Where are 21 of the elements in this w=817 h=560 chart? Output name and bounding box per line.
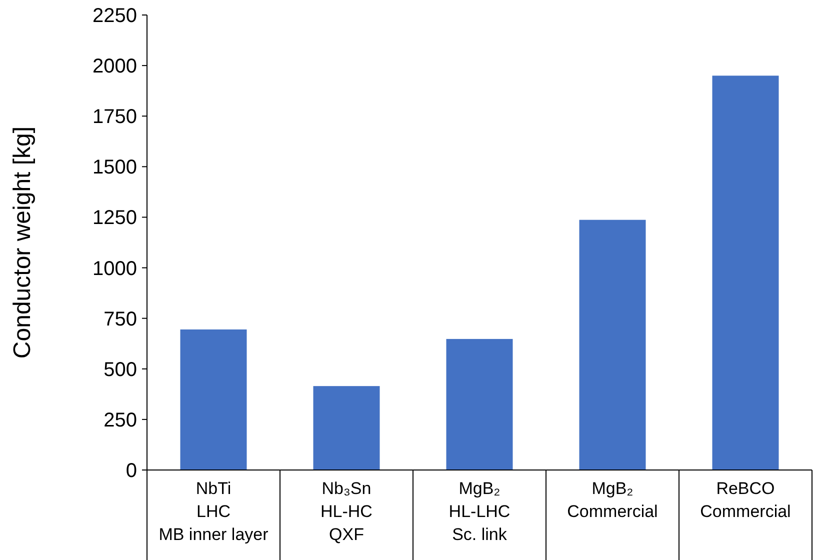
y-tick-label: 2000 xyxy=(92,56,137,78)
y-tick-label: 1500 xyxy=(92,156,137,179)
bar xyxy=(313,386,380,470)
x-tick-label: MgB₂ Commercial xyxy=(567,479,658,521)
bar xyxy=(446,338,513,470)
y-tick-label: 250 xyxy=(104,409,137,432)
y-tick-label: 500 xyxy=(104,358,137,381)
x-tick-label: Nb₃Sn HL-HC QXF xyxy=(320,479,372,544)
x-tick-label: MgB₂ HL-LHC Sc. link xyxy=(448,479,510,544)
bar xyxy=(180,329,247,470)
bar xyxy=(712,76,779,470)
y-axis-title: Conductor weight [kg] xyxy=(9,126,36,359)
y-tick-label: 750 xyxy=(104,308,137,330)
y-tick-label: 0 xyxy=(126,460,137,482)
y-tick-label: 1250 xyxy=(92,207,137,230)
bar xyxy=(579,220,646,470)
x-tick-label: ReBCO Commercial xyxy=(700,479,791,521)
y-tick-label: 1000 xyxy=(92,258,137,280)
y-tick-label: 2250 xyxy=(92,5,137,27)
y-tick-label: 1750 xyxy=(92,106,137,128)
x-tick-label: NbTi LHC MB inner layer xyxy=(158,479,269,544)
